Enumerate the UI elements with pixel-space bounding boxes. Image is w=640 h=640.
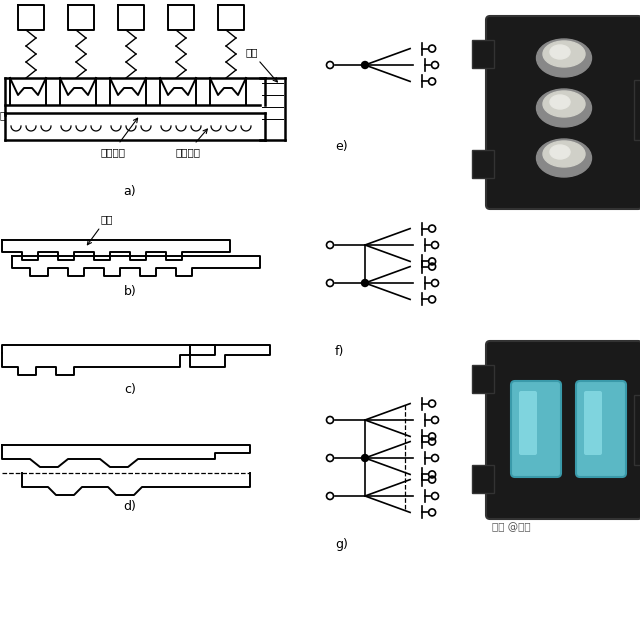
Bar [472, 40, 494, 68]
FancyBboxPatch shape [576, 381, 626, 477]
FancyBboxPatch shape [511, 381, 561, 477]
FancyBboxPatch shape [519, 391, 537, 455]
Circle shape [431, 493, 438, 499]
Text: f): f) [335, 345, 344, 358]
Ellipse shape [536, 139, 591, 177]
Circle shape [431, 454, 438, 461]
FancyBboxPatch shape [584, 391, 602, 455]
Circle shape [326, 280, 333, 287]
Circle shape [362, 280, 369, 287]
Text: d): d) [124, 500, 136, 513]
Circle shape [429, 263, 436, 270]
Circle shape [431, 417, 438, 424]
Circle shape [429, 296, 436, 303]
Text: 触点开关: 触点开关 [175, 129, 207, 157]
Bar [472, 150, 494, 178]
Circle shape [429, 258, 436, 265]
Ellipse shape [550, 45, 570, 59]
Text: 键架: 键架 [245, 47, 277, 82]
Circle shape [429, 476, 436, 483]
Text: 锁钩: 锁钩 [88, 214, 113, 244]
Circle shape [429, 509, 436, 516]
Circle shape [326, 61, 333, 68]
Ellipse shape [550, 145, 570, 159]
Circle shape [326, 417, 333, 424]
Ellipse shape [543, 141, 585, 167]
Bar [472, 465, 494, 493]
Circle shape [431, 280, 438, 287]
Ellipse shape [536, 39, 591, 77]
Circle shape [362, 61, 369, 68]
Bar [472, 365, 494, 393]
Text: 梯形挡板: 梯形挡板 [100, 118, 138, 157]
Ellipse shape [543, 41, 585, 67]
Bar [634, 395, 640, 465]
Text: e): e) [335, 140, 348, 153]
FancyBboxPatch shape [486, 16, 640, 209]
Ellipse shape [550, 95, 570, 109]
Circle shape [431, 61, 438, 68]
Circle shape [429, 225, 436, 232]
FancyBboxPatch shape [486, 341, 640, 519]
Circle shape [429, 438, 436, 445]
Circle shape [429, 471, 436, 478]
Circle shape [431, 241, 438, 248]
Circle shape [429, 400, 436, 407]
Text: g): g) [335, 538, 348, 551]
Text: 头条 @哥传: 头条 @哥传 [492, 522, 531, 532]
Circle shape [429, 433, 436, 440]
Text: a): a) [124, 185, 136, 198]
Ellipse shape [536, 89, 591, 127]
Ellipse shape [543, 91, 585, 117]
Text: 块: 块 [0, 110, 6, 120]
Text: c): c) [124, 383, 136, 396]
Circle shape [326, 493, 333, 499]
Circle shape [326, 454, 333, 461]
Circle shape [362, 454, 369, 461]
Bar [634, 80, 640, 140]
Text: b): b) [124, 285, 136, 298]
Circle shape [429, 78, 436, 85]
Circle shape [429, 45, 436, 52]
Circle shape [326, 241, 333, 248]
